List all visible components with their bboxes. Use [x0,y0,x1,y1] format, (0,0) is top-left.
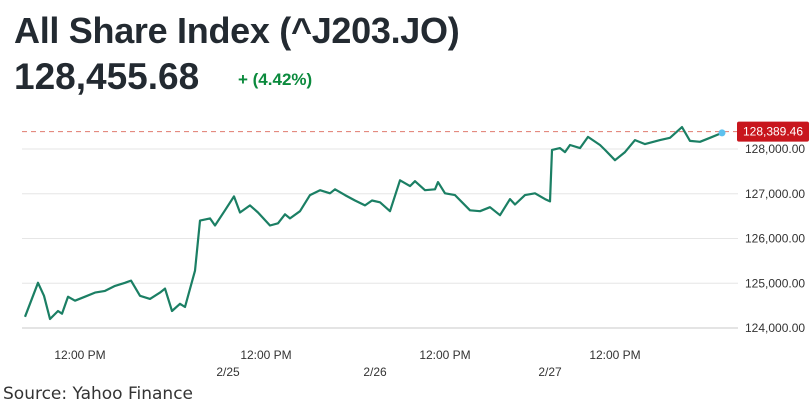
x-tick-time-label: 12:00 PM [240,348,291,362]
x-tick-time-label: 12:00 PM [419,348,470,362]
price-change: + (4.42%) [238,70,313,89]
y-tick-label: 124,000.00 [745,321,805,335]
x-tick-date-label: 2/26 [363,365,387,379]
x-tick-date-label: 2/25 [216,365,240,379]
current-price-tag-label: 128,389.46 [743,125,803,139]
page-title: All Share Index (^J203.JO) [14,10,460,51]
x-tick-time-label: 12:00 PM [54,348,105,362]
current-price: 128,455.68 [14,56,200,97]
y-tick-label: 125,000.00 [745,276,805,290]
y-tick-label: 128,000.00 [745,142,805,156]
source-caption: Source: Yahoo Finance [3,384,193,404]
last-point-marker [718,129,726,137]
x-tick-date-label: 2/27 [538,365,562,379]
y-tick-label: 126,000.00 [745,232,805,246]
price-series-line [23,126,723,321]
x-tick-time-label: 12:00 PM [589,348,640,362]
current-price-tag [737,121,809,142]
y-tick-label: 127,000.00 [745,187,805,201]
